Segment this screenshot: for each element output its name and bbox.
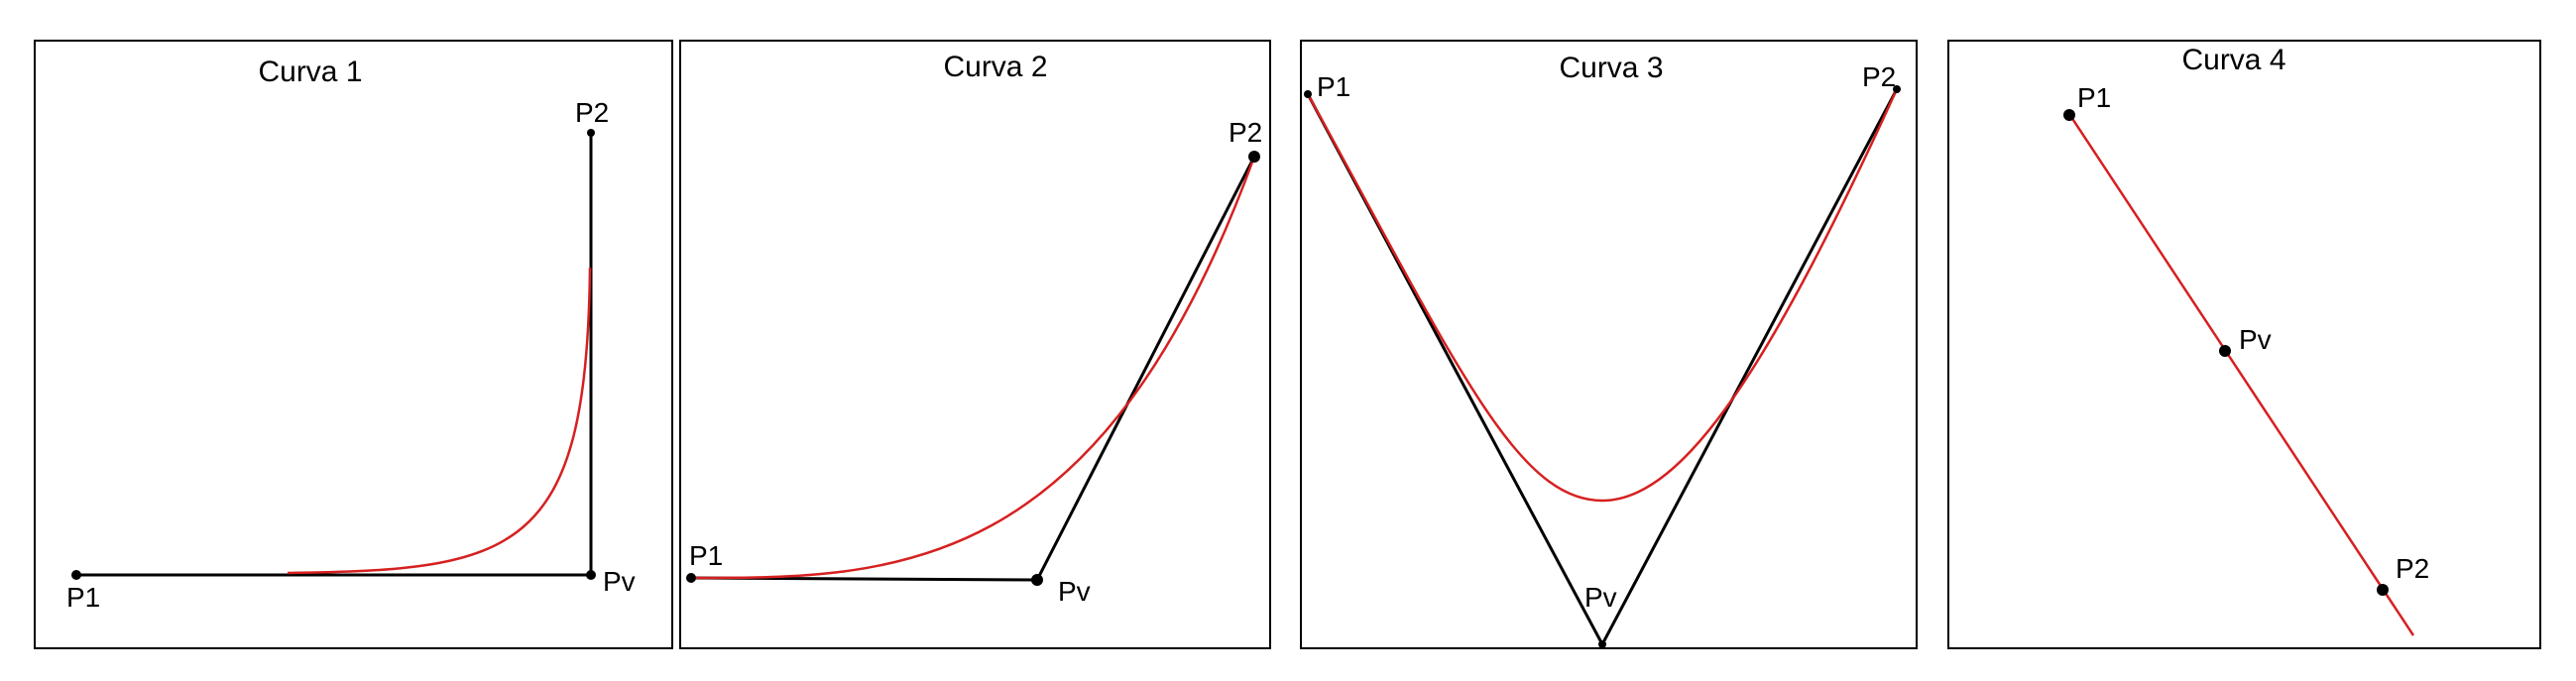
point-pv: [1598, 640, 1606, 648]
label-pv: Pv: [603, 566, 636, 597]
panel-title: Curva 3: [1559, 52, 1663, 84]
label-p1: P1: [689, 540, 723, 571]
panel-frame: [679, 40, 1271, 649]
panel-curva-3: Curva 3 P1 Pv P2: [1300, 40, 1918, 649]
panel-curva-2: Curva 2 P1 Pv P2: [679, 40, 1271, 649]
label-p2: P2: [575, 97, 609, 128]
point-p1: [1304, 90, 1312, 98]
label-p1: P1: [1317, 71, 1350, 102]
red-curve: [287, 267, 592, 575]
panel-frame: [1947, 40, 2541, 649]
label-p1: P1: [66, 582, 100, 613]
point-p2: [1893, 85, 1901, 93]
label-p2: P2: [1229, 117, 1262, 148]
panel-curva-1: Curva 1 P1 Pv P2: [34, 40, 673, 649]
point-p1: [71, 570, 81, 580]
label-p2: P2: [1862, 61, 1896, 92]
point-pv: [586, 570, 596, 580]
label-pv: Pv: [1584, 582, 1617, 613]
label-pv: Pv: [2239, 324, 2272, 355]
red-curve: [2067, 113, 2415, 636]
red-curve: [1306, 88, 1899, 503]
panel-frame: [1300, 40, 1918, 649]
label-p2: P2: [2396, 553, 2429, 584]
label-pv: Pv: [1058, 576, 1091, 607]
panel-frame: [34, 40, 673, 649]
label-p1: P1: [2077, 82, 2111, 113]
panel-title: Curva 2: [943, 51, 1047, 83]
point-p2: [1248, 151, 1260, 163]
panel-title: Curva 4: [2181, 44, 2285, 76]
point-pv: [1031, 574, 1043, 586]
panel-title: Curva 1: [258, 56, 362, 88]
point-p2: [587, 129, 595, 137]
point-p1: [686, 573, 696, 583]
red-curve: [690, 156, 1256, 580]
point-p1: [2063, 109, 2075, 121]
point-p2: [2377, 584, 2389, 596]
point-pv: [2219, 345, 2231, 357]
panel-curva-4: Curva 4 P1 Pv P2: [1947, 40, 2541, 649]
